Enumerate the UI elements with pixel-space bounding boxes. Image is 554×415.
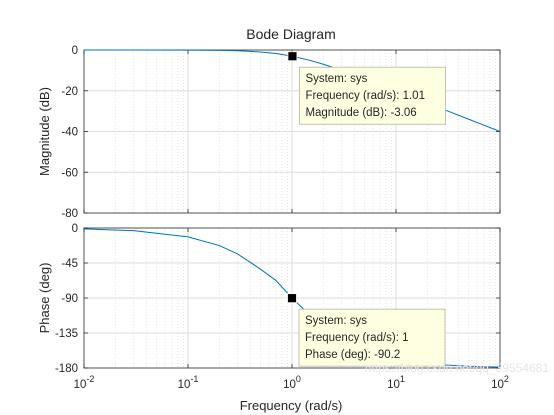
magnitude-datatip-marker bbox=[287, 51, 298, 62]
phase-datatip-line: Phase (deg): -90.2 bbox=[305, 349, 400, 361]
x-tick-label-exponent: 2 bbox=[504, 374, 509, 384]
phase-y-tick-label: -135 bbox=[55, 328, 78, 340]
magnitude-datatip-line: Magnitude (dB): -3.06 bbox=[305, 107, 416, 119]
x-axis-label: Frequency (rad/s) bbox=[240, 398, 343, 413]
x-tick-label-base: 10 bbox=[283, 379, 296, 391]
phase-panel: 0 -45 -90 -135 -180 Phase (deg) System: sys Fre… bbox=[37, 223, 501, 375]
magnitude-y-tick-label: -20 bbox=[61, 86, 78, 98]
watermark: https://blog.csdn.net/qq_39554681 bbox=[365, 361, 549, 375]
x-tick-label-exponent: -2 bbox=[86, 374, 94, 384]
magnitude-datatip-line: Frequency (rad/s): 1.01 bbox=[305, 90, 425, 102]
x-tick-label: 101 bbox=[387, 374, 405, 391]
phase-y-tick-label: -90 bbox=[61, 293, 78, 305]
x-tick-label: 10-1 bbox=[178, 374, 199, 391]
phase-datatip-line: System: sys bbox=[305, 315, 367, 327]
x-tick-label-exponent: 1 bbox=[400, 374, 405, 384]
magnitude-y-tick-label: -40 bbox=[61, 127, 78, 139]
x-tick-label-base: 10 bbox=[387, 379, 400, 391]
phase-y-axis-label: Phase (deg) bbox=[37, 263, 52, 334]
magnitude-y-axis-label: Magnitude (dB) bbox=[37, 87, 52, 176]
x-tick-label-exponent: -1 bbox=[190, 374, 198, 384]
chart-title: Bode Diagram bbox=[246, 26, 336, 42]
x-tick-label-base: 10 bbox=[74, 379, 87, 391]
phase-datatip-line: Frequency (rad/s): 1 bbox=[305, 332, 409, 344]
phase-y-tick-label: -45 bbox=[61, 258, 78, 270]
x-tick-label: 102 bbox=[491, 374, 509, 391]
x-tick-label: 10-2 bbox=[74, 374, 95, 391]
magnitude-panel: 0 -20 -40 -60 -80 Magnitude (dB) System: sys Fr… bbox=[37, 45, 501, 220]
magnitude-datatip-line: System: sys bbox=[305, 73, 367, 85]
magnitude-y-tick-label: 0 bbox=[72, 45, 78, 57]
phase-y-tick-label: -180 bbox=[55, 363, 78, 375]
x-tick-label-base: 10 bbox=[178, 379, 191, 391]
x-tick-label-exponent: 0 bbox=[296, 374, 301, 384]
x-tick-label: 100 bbox=[283, 374, 301, 391]
magnitude-datatip-box bbox=[299, 66, 446, 125]
phase-datatip-box bbox=[298, 308, 446, 367]
x-tick-label-base: 10 bbox=[491, 379, 504, 391]
magnitude-y-tick-label: -80 bbox=[61, 208, 78, 220]
phase-y-tick-label: 0 bbox=[72, 223, 78, 235]
magnitude-y-tick-label: -60 bbox=[61, 167, 78, 179]
phase-datatip-marker bbox=[287, 293, 297, 304]
